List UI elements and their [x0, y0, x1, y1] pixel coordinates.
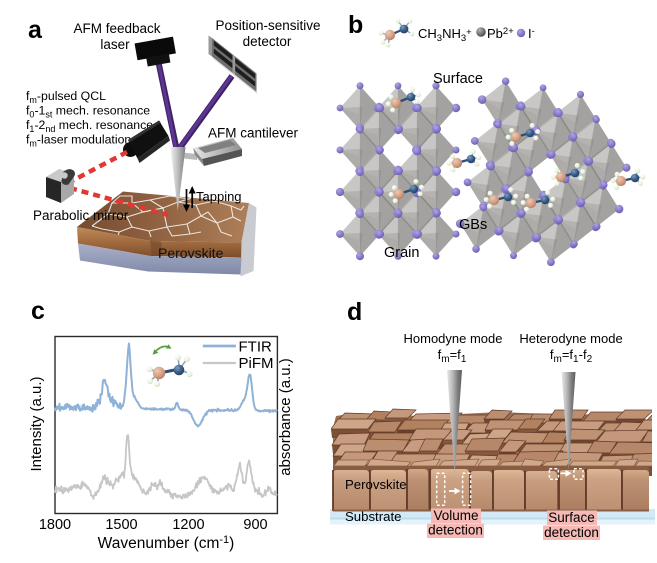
svg-text:fm-pulsed QCL: fm-pulsed QCL [26, 89, 106, 105]
svg-text:Surface: Surface [433, 71, 483, 87]
svg-text:1500: 1500 [105, 517, 137, 533]
svg-text:detector: detector [243, 34, 292, 49]
svg-text:f1-2nd mech. resonance: f1-2nd mech. resonance [26, 118, 153, 134]
svg-text:Grain: Grain [384, 245, 419, 261]
svg-text:f0-1st mech. resonance: f0-1st mech. resonance [26, 104, 150, 120]
svg-text:Substrate: Substrate [345, 509, 401, 524]
svg-text:d: d [347, 298, 362, 326]
svg-text:PiFM: PiFM [239, 355, 274, 372]
svg-text:a: a [28, 16, 43, 44]
svg-text:fm=f1: fm=f1 [438, 347, 467, 365]
svg-text:Surface: Surface [548, 510, 595, 525]
svg-text:AFM feedback: AFM feedback [73, 21, 160, 36]
svg-text:AFM cantilever: AFM cantilever [208, 126, 299, 141]
svg-text:Tapping: Tapping [196, 189, 242, 204]
svg-text:1200: 1200 [172, 517, 204, 533]
svg-text:900: 900 [243, 517, 267, 533]
svg-text:Heterodyne mode: Heterodyne mode [519, 331, 622, 346]
svg-text:1800: 1800 [39, 517, 71, 533]
svg-text:Intensity (a.u.): Intensity (a.u.) [28, 376, 45, 471]
svg-text:laser: laser [100, 37, 130, 52]
svg-text:Position-sensitive: Position-sensitive [215, 18, 320, 33]
svg-text:detection: detection [428, 523, 483, 538]
svg-text:c: c [31, 297, 45, 325]
svg-text:b: b [348, 11, 363, 39]
svg-text:absorbance (a.u.): absorbance (a.u.) [277, 358, 294, 476]
svg-text:fm-laser modulation: fm-laser modulation [26, 133, 131, 149]
svg-text:Wavenumber (cm-1): Wavenumber (cm-1) [98, 534, 235, 552]
svg-text:Perovskite: Perovskite [158, 245, 224, 261]
svg-text:Homodyne mode: Homodyne mode [404, 331, 503, 346]
svg-text:Pb2+: Pb2+ [487, 26, 514, 41]
svg-text:FTIR: FTIR [239, 339, 272, 356]
svg-text:GBs: GBs [459, 217, 487, 233]
svg-text:I-: I- [528, 26, 535, 41]
svg-text:Parabolic mirror: Parabolic mirror [33, 208, 129, 223]
svg-text:fm=f1-f2: fm=f1-f2 [550, 347, 593, 365]
svg-text:CH3NH3+: CH3NH3+ [418, 26, 472, 44]
svg-text:Perovskite: Perovskite [345, 477, 407, 492]
svg-text:Volume: Volume [433, 508, 478, 523]
svg-text:detection: detection [544, 525, 599, 540]
